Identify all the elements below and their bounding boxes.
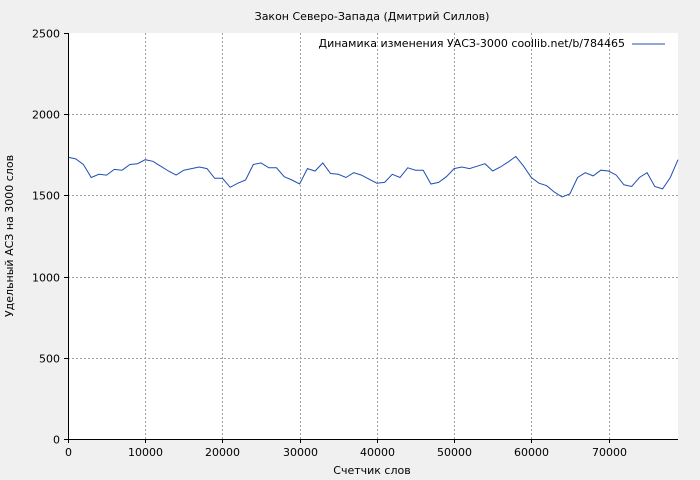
series-layer [67,155,679,198]
x-tick-label: 50000 [437,446,472,459]
grid [68,33,678,439]
x-tick-label: 40000 [360,446,395,459]
series-line [67,155,679,198]
axes [64,33,678,443]
x-tick-label: 70000 [592,446,627,459]
y-tick-label: 500 [39,353,60,366]
y-tick-label: 1500 [32,190,60,203]
y-axis-label: Удельный АСЗ на 3000 слов [3,155,16,317]
legend: Динамика изменения УАСЗ-3000 coollib.net… [319,37,665,50]
y-tick-label: 2000 [32,109,60,122]
x-tick-label: 30000 [283,446,318,459]
legend-label: Динамика изменения УАСЗ-3000 coollib.net… [319,37,626,50]
x-tick-label: 60000 [514,446,549,459]
y-tick-label: 1000 [32,272,60,285]
plot-area [68,33,678,439]
x-tick-label: 20000 [205,446,240,459]
y-tick-label: 0 [53,434,60,447]
x-axis-label: Счетчик слов [333,464,410,477]
x-tick-label: 0 [65,446,72,459]
chart-title: Закон Северо-Запада (Дмитрий Силлов) [255,10,490,23]
tick-labels: 0 10000 20000 30000 40000 50000 60000 70000 0 500… [32,28,627,460]
x-tick-label: 10000 [128,446,163,459]
y-tick-label: 2500 [32,28,60,41]
